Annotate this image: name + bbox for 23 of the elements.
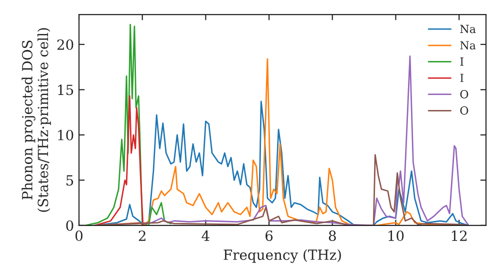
x-tick-label: 2	[138, 230, 146, 241]
y-axis-title: Phonon projected DOS (States/THz·primitive cell)	[22, 28, 51, 212]
y-tick-label: 0	[66, 220, 74, 231]
x-tick-label: 12	[452, 230, 467, 241]
x-axis-title: Frequency (THz)	[224, 249, 341, 263]
x-tick-label: 6	[266, 230, 273, 242]
line-series	[84, 24, 172, 226]
legend-label: I	[460, 74, 464, 82]
y-tick-label: 5	[66, 175, 74, 186]
line-series	[94, 95, 146, 226]
legend-label: Na	[460, 41, 476, 50]
x-tick-label: 10	[388, 230, 404, 242]
legend-label: Na	[460, 24, 476, 34]
y-tick-label: 15	[58, 84, 74, 96]
legend-label: O	[460, 106, 468, 115]
line-series	[94, 154, 470, 226]
legend-label: O	[460, 90, 468, 98]
x-tick-label: 8	[328, 230, 336, 242]
x-tick-label: 0	[75, 230, 82, 242]
y-tick-label: 20	[57, 39, 74, 50]
legend-label: I	[460, 58, 464, 66]
x-tick-label: 4	[202, 230, 210, 241]
y-tick-label: 10	[58, 130, 74, 140]
